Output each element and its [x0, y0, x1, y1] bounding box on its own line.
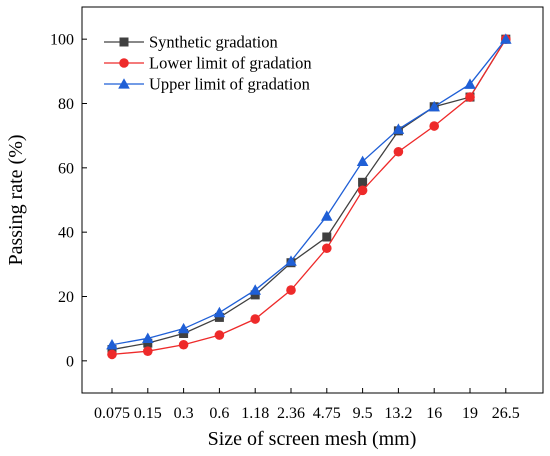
x-axis-ticks: 0.075 0.15 0.3 0.6 1.18 2.36 4.75 9.5 13.2 16 19 26… — [94, 388, 520, 422]
data-point — [428, 100, 440, 112]
x-tick-label: 13.2 — [384, 405, 412, 422]
data-point — [214, 312, 224, 322]
y-tick-label: 80 — [58, 96, 74, 113]
plot-frame — [81, 6, 544, 394]
data-point — [178, 339, 189, 350]
data-point — [357, 185, 368, 196]
data-point — [143, 346, 153, 356]
y-tick-label: 60 — [58, 160, 74, 177]
x-tick-label: 19 — [462, 405, 478, 422]
data-point — [322, 243, 332, 254]
legend: Synthetic gradation Lower limit of gradat… — [104, 33, 312, 94]
y-tick-label: 100 — [50, 32, 74, 49]
data-point — [356, 155, 369, 167]
data-point — [214, 330, 225, 340]
series-line — [111, 38, 507, 351]
x-tick-label: 16 — [426, 405, 442, 422]
x-tick-label: 9.5 — [353, 405, 373, 422]
x-axis-title: Size of screen mesh (mm) — [208, 428, 417, 450]
data-point — [465, 92, 475, 102]
data-point — [429, 121, 440, 131]
data-point — [285, 255, 297, 266]
data-point — [464, 78, 476, 89]
data-point — [500, 33, 512, 44]
series-line — [111, 38, 507, 356]
data-point — [321, 210, 333, 221]
data-point — [142, 332, 154, 343]
x-tick-label: 0.3 — [174, 405, 194, 422]
data-point — [249, 284, 261, 295]
y-tick-label: 20 — [58, 289, 74, 306]
legend-marker — [118, 78, 130, 89]
data-point — [393, 146, 404, 157]
data-point — [286, 285, 296, 295]
y-tick-label: 0 — [66, 353, 74, 370]
data-point — [322, 232, 332, 242]
x-tick-label: 0.075 — [94, 405, 130, 422]
data-point — [250, 314, 260, 324]
data-point — [107, 345, 117, 355]
y-axis-ticks: 0 20 40 60 80 100 — [50, 32, 87, 370]
legend-marker — [119, 37, 129, 47]
data-point — [106, 338, 118, 350]
y-tick-label: 40 — [58, 225, 74, 242]
x-tick-label: 0.6 — [209, 405, 229, 422]
series-layer — [106, 33, 512, 360]
x-tick-label: 0.15 — [134, 405, 162, 422]
x-tick-label: 26.5 — [492, 405, 520, 422]
data-point — [179, 328, 189, 338]
x-tick-label: 4.75 — [313, 405, 341, 422]
x-tick-label: 2.36 — [277, 405, 305, 422]
data-point — [250, 290, 260, 300]
y-axis-title: Passing rate (%) — [5, 134, 27, 265]
data-point — [143, 338, 153, 348]
legend-label: Synthetic gradation — [149, 33, 278, 52]
data-point — [392, 123, 405, 134]
data-point — [358, 177, 368, 187]
legend-label: Upper limit of gradation — [149, 75, 310, 94]
data-point — [177, 322, 190, 334]
series-line — [111, 38, 507, 346]
legend-marker — [119, 58, 129, 68]
data-point — [213, 306, 226, 318]
legend-label: Lower limit of gradation — [149, 54, 312, 73]
x-tick-label: 1.18 — [241, 405, 269, 422]
data-point — [107, 349, 117, 360]
